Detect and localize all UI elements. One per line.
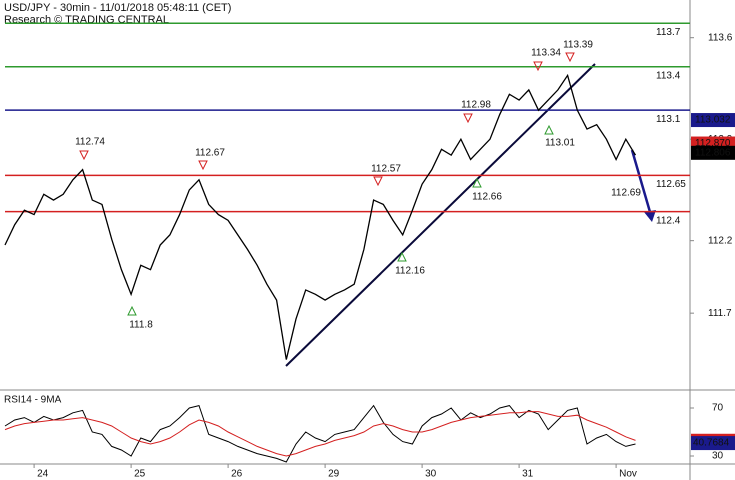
x-tick-label: 31 <box>522 469 534 480</box>
price-line <box>4 73 637 360</box>
annotation: 112.66 <box>472 192 502 203</box>
price-tag <box>691 145 735 160</box>
price-tag-label: 112.870 <box>695 138 731 149</box>
rsi-tag <box>691 436 735 451</box>
annotation: 112.74 <box>75 137 105 148</box>
x-tick-label: 25 <box>134 469 146 480</box>
rsi-tag-label: 40.7684 <box>693 438 730 449</box>
annotation: 111.8 <box>129 320 153 331</box>
x-tick-label: 26 <box>231 469 243 480</box>
x-tick-label: 30 <box>425 469 437 480</box>
chart-title: USD/JPY - 30min - 11/01/2018 05:48:11 (C… <box>4 2 231 14</box>
rsi-tick-label: 30 <box>712 451 724 462</box>
level-label: 113.7 <box>656 27 681 38</box>
x-tick-label: 29 <box>328 469 340 480</box>
support-marker <box>397 251 407 262</box>
annotation: 113.01 <box>545 138 575 149</box>
rsi-title: RSI14 - 9MA <box>4 395 62 406</box>
resistance-marker <box>565 52 575 63</box>
chart-subtitle: Research © TRADING CENTRAL <box>4 14 169 26</box>
price-tag-label: 113.032 <box>695 115 731 126</box>
annotation: 112.67 <box>195 148 225 159</box>
x-tick-label: Nov <box>619 469 637 480</box>
support-marker <box>544 124 554 135</box>
annotation: 113.39 <box>563 40 593 51</box>
price-tag <box>691 113 735 128</box>
resistance-marker <box>79 150 89 161</box>
annotation: 112.98 <box>461 100 491 111</box>
x-tick-label: 24 <box>37 469 49 480</box>
resistance-marker <box>198 160 208 171</box>
annotation: 112.69 <box>611 188 641 199</box>
level-label: 112.4 <box>656 215 681 226</box>
rsi-tick-label: 70 <box>712 403 724 414</box>
level-label: 113.1 <box>656 114 681 125</box>
resistance-marker <box>373 176 383 187</box>
resistance-marker <box>463 113 473 124</box>
price-tag-label: 112.806 <box>695 147 731 158</box>
resistance-marker <box>533 61 543 72</box>
y-tick-label: 112.2 <box>708 235 733 246</box>
forecast-arrow <box>630 149 652 213</box>
rsi-line <box>4 411 636 457</box>
rsi-line <box>4 404 636 463</box>
level-label: 112.65 <box>656 179 686 190</box>
level-label: 113.4 <box>656 70 681 81</box>
annotation: 112.16 <box>395 266 425 277</box>
y-tick-label: 113.6 <box>708 32 733 43</box>
annotation: 113.34 <box>531 48 561 59</box>
y-tick-label: 111.7 <box>708 308 732 319</box>
support-marker <box>127 305 137 316</box>
support-marker <box>472 177 482 188</box>
annotation: 112.57 <box>371 164 401 175</box>
forecast-arrow-head <box>644 210 656 222</box>
trend-line <box>285 63 596 367</box>
